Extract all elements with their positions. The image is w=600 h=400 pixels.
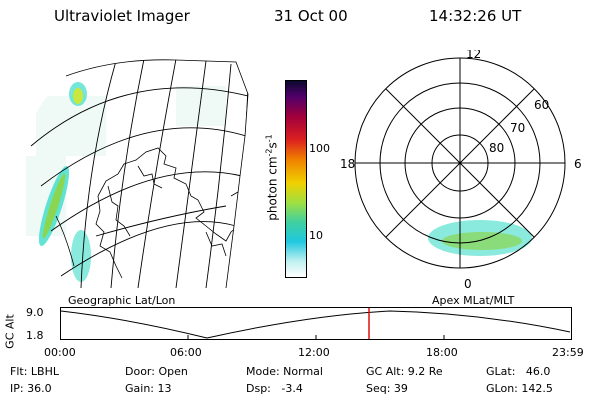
info-filter: Flt: LBHL <box>10 365 59 378</box>
info-ip: IP: 36.0 <box>10 382 52 395</box>
info-glat: GLat: 46.0 <box>486 365 551 378</box>
mlat-label-80: 80 <box>489 141 504 155</box>
alt-xtick-0600: 06:00 <box>170 346 202 359</box>
alt-ytick-1_8: 1.8 <box>26 329 44 342</box>
mlt-label-18: 18 <box>340 157 355 171</box>
instrument-title: Ultraviolet Imager <box>54 7 190 25</box>
alt-xtick-2359: 23:59 <box>552 346 584 359</box>
alt-ylabel: GC Alt <box>3 314 17 349</box>
colorbar-unit-label: photon cm-2s-1 <box>262 134 282 221</box>
mlt-label-6: 6 <box>574 157 582 171</box>
unit-exp1: -2 <box>264 148 274 157</box>
mlat-label-70: 70 <box>510 121 525 135</box>
unit-photon-cm: photon cm <box>265 156 280 221</box>
mlt-label-0: 0 <box>464 277 472 290</box>
altitude-curve <box>60 310 571 339</box>
date-label: 31 Oct 00 <box>274 7 348 25</box>
gc-altitude-plot <box>60 307 572 340</box>
info-mode: Mode: Normal <box>246 365 323 378</box>
colorbar-tick-10: 10 <box>309 229 323 242</box>
unit-exp2: -1 <box>264 134 274 143</box>
info-door: Door: Open <box>125 365 188 378</box>
geographic-panel-label: Geographic Lat/Lon <box>68 294 176 307</box>
mlt-label-12: 12 <box>466 50 481 61</box>
info-glon: GLon: 142.5 <box>486 382 553 395</box>
colorbar-tick-100: 100 <box>309 142 330 155</box>
info-dsp: Dsp: -3.4 <box>246 382 303 395</box>
info-gc-alt: GC Alt: 9.2 Re <box>366 365 443 378</box>
alt-xtick-1200: 12:00 <box>298 346 330 359</box>
alt-xtick-1800: 18:00 <box>426 346 458 359</box>
colorbar <box>285 80 307 278</box>
info-seq: Seq: 39 <box>366 382 408 395</box>
alt-xtick-0000: 00:00 <box>44 346 76 359</box>
polar-panel-label: Apex MLat/MLT <box>432 294 515 307</box>
geographic-map-panel <box>26 59 249 288</box>
mlat-label-60: 60 <box>534 98 549 112</box>
polar-mlt-panel: 12 18 6 0 60 70 80 <box>340 50 582 290</box>
info-gain: Gain: 13 <box>125 382 172 395</box>
alt-ytick-9: 9.0 <box>26 306 44 319</box>
time-label: 14:32:26 UT <box>429 7 522 25</box>
unit-s: s <box>265 142 280 149</box>
